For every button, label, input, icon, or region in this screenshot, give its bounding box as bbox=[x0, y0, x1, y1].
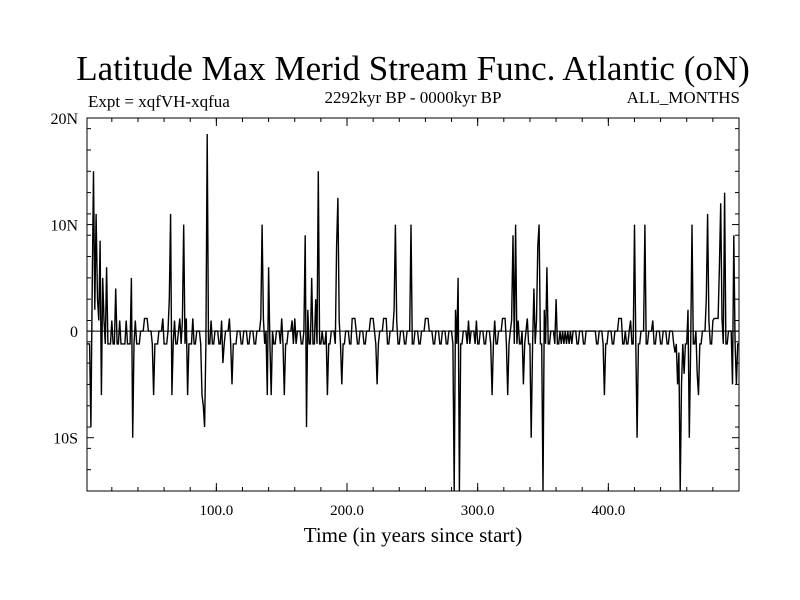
y-tick-label: 20N bbox=[50, 111, 78, 128]
x-tick-label: 400.0 bbox=[591, 503, 625, 519]
series-line bbox=[87, 133, 739, 492]
time-range-label: 2292kyr BP - 0000kyr BP bbox=[325, 88, 502, 107]
x-axis: 100.0 200.0 300.0 400.0 bbox=[111, 118, 740, 519]
x-axis-title: Time (in years since start) bbox=[304, 523, 523, 547]
x-tick-label: 200.0 bbox=[330, 503, 364, 519]
x-tick-label: 100.0 bbox=[199, 503, 233, 519]
months-label: ALL_MONTHS bbox=[627, 88, 740, 107]
chart-title: Latitude Max Merid Stream Func. Atlantic… bbox=[76, 49, 750, 88]
y-tick-label: 10S bbox=[53, 431, 78, 448]
series-layer bbox=[87, 133, 739, 492]
experiment-label: Expt = xqfVH-xqfua bbox=[88, 92, 230, 111]
y-axis: 20N 10N 0 10S bbox=[50, 111, 739, 492]
x-tick-label: 300.0 bbox=[461, 503, 495, 519]
y-tick-label: 10N bbox=[50, 218, 78, 235]
plot-frame bbox=[86, 117, 740, 492]
y-tick-label: 0 bbox=[70, 324, 78, 341]
